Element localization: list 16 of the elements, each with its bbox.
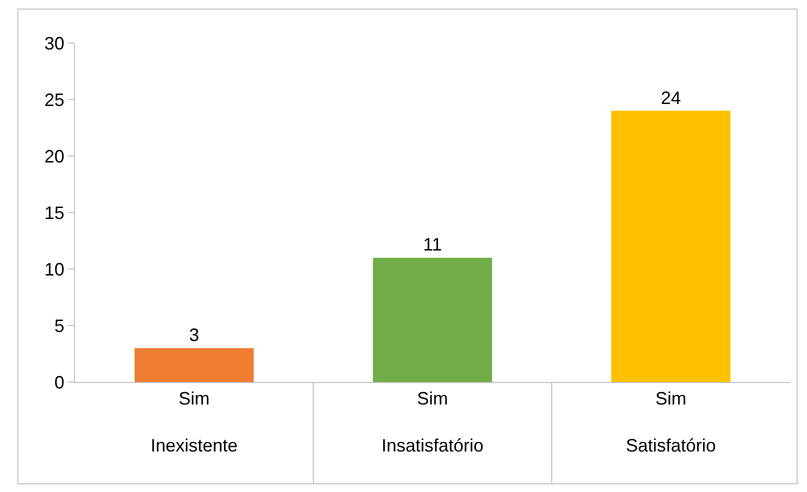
y-tick-label: 20 <box>44 146 64 166</box>
category-label: Sim Satisfatório <box>626 388 716 456</box>
y-tick-label: 15 <box>44 202 64 223</box>
data-label: 24 <box>660 88 681 108</box>
bar <box>134 348 254 382</box>
y-tick-label: 30 <box>44 33 64 54</box>
y-tick-label: 0 <box>54 372 64 392</box>
y-tick-label: 5 <box>54 316 64 336</box>
category-label: Sim Inexistente <box>150 388 238 456</box>
bar <box>611 110 730 382</box>
data-label: 3 <box>189 325 200 346</box>
category-label: Sim Insatisfatório <box>381 388 484 456</box>
y-tick-label: 25 <box>44 90 64 110</box>
y-tick-label: 10 <box>44 259 64 280</box>
bar <box>372 258 492 382</box>
data-label: 11 <box>423 234 442 255</box>
